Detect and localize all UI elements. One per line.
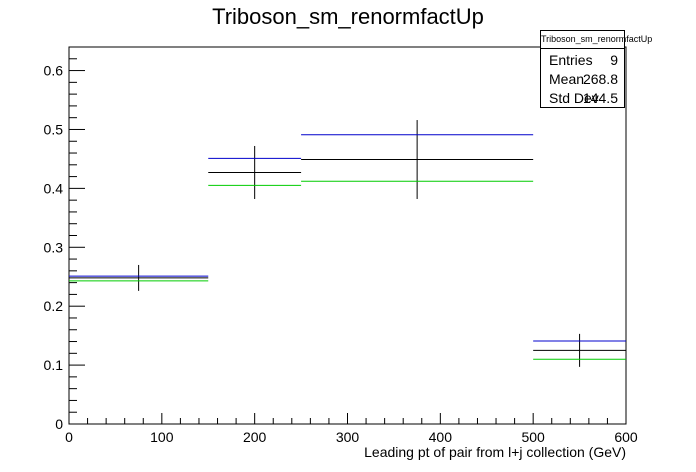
y-tick-label: 0 [55,416,63,432]
stats-box: Triboson_sm_renormfactUp Entries 9 Mean … [540,30,652,108]
x-tick-label: 300 [336,429,360,445]
x-tick-label: 0 [65,429,73,445]
x-tick-label: 500 [521,429,545,445]
stats-value: 268.8 [582,71,618,87]
x-axis: 0 100 200 300 400 500 600 [65,413,638,445]
stats-row-entries: Entries 9 [549,50,618,70]
chart-title: Triboson_sm_renormfactUp [212,4,484,29]
stats-value: 144.5 [582,90,618,106]
stats-key: Entries [549,52,593,68]
y-axis: 0 0.1 0.2 0.3 0.4 0.5 0.6 [44,46,85,432]
y-tick-label: 0.6 [44,63,64,79]
stats-row-mean: Mean 268.8 [549,69,618,89]
x-tick-label: 200 [243,429,267,445]
stats-row-stddev: Std Dev 144.5 [549,88,618,108]
x-tick-label: 400 [429,429,453,445]
stats-key: Std Dev [549,90,599,106]
stats-title: Triboson_sm_renormfactUp [541,31,652,49]
x-tick-label: 600 [614,429,638,445]
y-tick-label: 0.3 [44,239,64,255]
histogram-series [69,120,626,367]
y-tick-label: 0.1 [44,357,64,373]
stats-key: Mean [549,71,585,87]
y-tick-label: 0.2 [44,298,64,314]
y-tick-label: 0.5 [44,121,64,137]
x-axis-label: Leading pt of pair from l+j collection (… [364,444,626,460]
x-tick-label: 100 [150,429,174,445]
stats-value: 9 [610,52,618,68]
y-tick-label: 0.4 [44,180,64,196]
